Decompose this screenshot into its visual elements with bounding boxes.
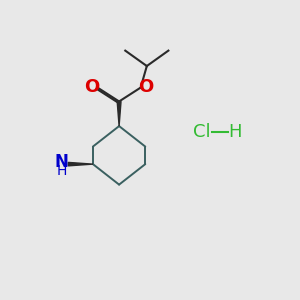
Text: O: O [138, 78, 154, 96]
Text: N: N [54, 153, 68, 171]
Polygon shape [117, 101, 121, 126]
Text: H: H [228, 123, 241, 141]
Text: H: H [56, 164, 67, 178]
Polygon shape [68, 162, 93, 166]
Text: O: O [85, 78, 100, 96]
Text: Cl: Cl [194, 123, 211, 141]
